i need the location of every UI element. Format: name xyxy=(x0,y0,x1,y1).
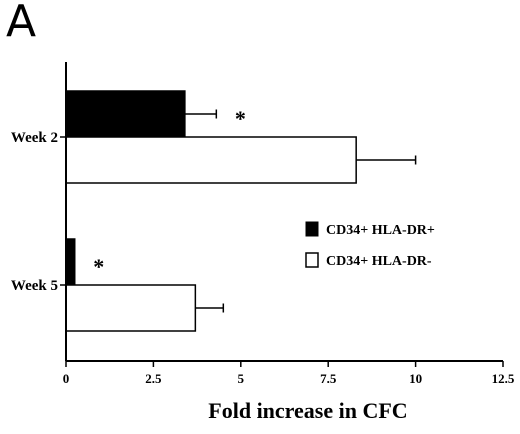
bar-week-2-series-2 xyxy=(65,136,357,184)
bar-week-5-series-2 xyxy=(65,284,197,332)
bar-week-5-series-1 xyxy=(65,238,76,286)
y-category-layer: Week 2 Week 5 xyxy=(11,130,66,294)
legend-label-hla-dr-positive: CD34+ HLA-DR+ xyxy=(326,223,435,238)
x-tick-label-1: 2.5 xyxy=(145,371,162,386)
error-bars-layer xyxy=(184,109,417,313)
x-tick-label-2: 5 xyxy=(238,371,245,386)
significance-star-week-5: * xyxy=(93,254,104,279)
legend-swatch-hla-dr-negative xyxy=(305,252,319,268)
legend-label-hla-dr-negative: CD34+ HLA-DR- xyxy=(326,254,432,269)
bars-layer xyxy=(65,90,357,332)
panel-label: A xyxy=(6,0,36,47)
significance-star-week-2: * xyxy=(235,106,246,131)
x-tick-label-3: 7.5 xyxy=(320,371,337,386)
legend-swatch-hla-dr-positive xyxy=(305,221,319,237)
x-axis-title: Fold increase in CFC xyxy=(208,398,407,423)
legend: CD34+ HLA-DR+ CD34+ HLA-DR- xyxy=(305,221,435,269)
x-ticks-layer: 0 2.5 5 7.5 10 12.5 xyxy=(63,361,515,386)
y-category-label-week-2: Week 2 xyxy=(11,130,58,146)
x-tick-label-0: 0 xyxy=(63,371,70,386)
x-tick-label-4: 10 xyxy=(409,371,422,386)
significance-layer: ** xyxy=(93,106,246,279)
y-category-label-week-5: Week 5 xyxy=(11,278,58,294)
x-tick-label-5: 12.5 xyxy=(492,371,515,386)
bar-week-2-series-1 xyxy=(65,90,186,138)
